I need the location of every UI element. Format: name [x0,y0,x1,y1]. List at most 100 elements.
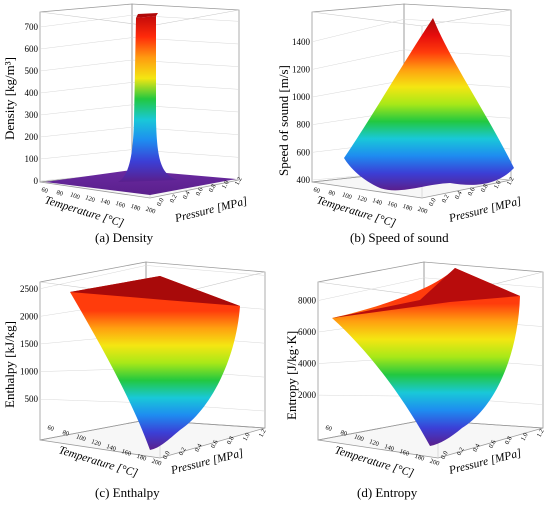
z-tick-label: 700 [25,22,39,32]
y-tick-label: 0.2 [441,194,451,204]
z-tick-label: 500 [25,394,39,404]
x-tick-label: 100 [69,191,81,201]
x-tick-label: 120 [356,194,368,204]
surface-spike [118,16,178,182]
z-tick-label: 0 [34,176,39,186]
y-tick-label: 1.0 [493,180,503,190]
x-tick-label: 200 [429,458,441,468]
x-tick-label: 120 [90,438,102,448]
y-tick-labels: 0.0 0.2 0.4 0.6 0.8 1.0 1.2 [156,176,244,207]
y-tick-label: 0.8 [226,435,236,445]
z-tick-label: 200 [25,132,39,142]
x-tick-label: 160 [114,200,126,210]
z-tick-label: 1200 [292,64,311,74]
x-tick-label: 160 [120,448,132,458]
z-tick-label: 1500 [20,339,39,349]
z-tick-label: 2000 [298,390,317,400]
surface-enthalpy-top [70,276,240,306]
y-tick-label: 0.8 [208,183,218,193]
surface-entropy-top [332,268,520,318]
z-tick-labels: 400 600 800 1000 1200 1400 [292,37,311,185]
surface-entropy [332,268,520,446]
z-axis-label: Density [kg/m³] [2,57,17,140]
z-tick-label: 100 [25,154,39,164]
y-tick-label: 0.6 [195,186,205,197]
z-tick-labels: 500 1000 1500 2000 2500 [20,284,39,404]
z-tick-label: 800 [297,120,311,130]
y-tick-label: 0.0 [440,450,450,460]
x-tick-label: 140 [105,443,117,453]
x-tick-label: 80 [327,189,336,198]
surface-speed [344,18,514,191]
x-tick-label: 120 [368,438,380,448]
y-tick-label: 0.0 [162,450,172,460]
y-tick-label: 1.2 [258,428,268,438]
z-tick-label: 400 [25,88,39,98]
z-tick-label: 1400 [292,37,311,47]
x-tick-label: 180 [402,203,414,213]
z-tick-labels: 0 100 200 300 400 500 600 700 [25,22,39,186]
x-tick-label: 160 [386,200,398,210]
z-tick-label: 1000 [20,367,39,377]
panel-speed-of-sound: 400 600 800 1000 1200 1400 60 80 100 120 140 160 18… [276,3,523,230]
x-tick-label: 180 [136,453,148,463]
z-tick-label: 500 [25,66,39,76]
x-tick-label: 100 [75,433,87,443]
y-tick-label: 0.6 [210,438,220,449]
z-tick-label: 600 [25,44,39,54]
x-tick-label: 80 [61,429,70,438]
z-tick-label: 400 [297,175,311,185]
z-tick-label: 300 [25,110,39,120]
z-tick-label: 1000 [292,92,311,102]
y-tick-label: 0.2 [169,194,179,204]
grid-line [39,59,133,72]
grid-line [403,19,512,26]
y-tick-label: 0.4 [454,189,464,200]
x-tick-label: 60 [46,424,55,433]
z-tick-label: 4000 [298,359,317,369]
z-tick-label: 2000 [20,311,39,321]
y-tick-labels: 0.0 0.2 0.4 0.6 0.8 1.0 1.2 [440,428,546,460]
y-tick-label: 1.0 [242,432,252,442]
y-tick-label: 1.0 [520,432,530,442]
caption-enthalpy: (c) Enthalpy [95,485,160,500]
x-tick-label: 140 [383,443,395,453]
z-axis-label: Enthalpy [kJ/kg] [2,321,17,408]
x-tick-label: 200 [151,458,163,468]
x-tick-label: 140 [371,197,383,207]
grid-line [39,37,133,50]
y-tick-label: 1.2 [234,176,244,186]
grid-line [317,277,425,301]
y-tick-label: 0.2 [456,446,466,456]
x-tick-label: 100 [353,433,365,443]
surface-spike-top [136,13,158,18]
grid-line [39,126,133,138]
x-tick-label: 100 [341,191,353,201]
y-axis-label: Pressure [MPa] [173,195,249,225]
z-tick-labels: 2000 4000 6000 8000 [298,296,317,401]
x-tick-label: 120 [84,194,96,204]
y-tick-label: 0.4 [194,442,204,453]
y-tick-label: 0.0 [428,197,438,207]
caption-entropy: (d) Entropy [357,485,418,500]
grid-line [145,265,266,276]
grid-line [39,265,147,290]
x-tick-label: 60 [40,186,49,195]
x-tick-label: 80 [55,189,64,198]
y-tick-label: 0.6 [467,186,477,197]
grid-line [39,104,133,116]
grid-line [39,149,133,160]
z-axis-label: Speed of sound [m/s] [276,65,291,176]
x-tick-label: 60 [312,186,321,195]
x-tick-label: 180 [130,203,142,213]
x-tick-label: 200 [417,206,429,216]
x-tick-label: 60 [324,424,333,433]
z-tick-label: 2500 [20,284,39,294]
y-tick-label: 0.4 [182,189,192,200]
y-tick-label: 0.2 [178,446,188,456]
